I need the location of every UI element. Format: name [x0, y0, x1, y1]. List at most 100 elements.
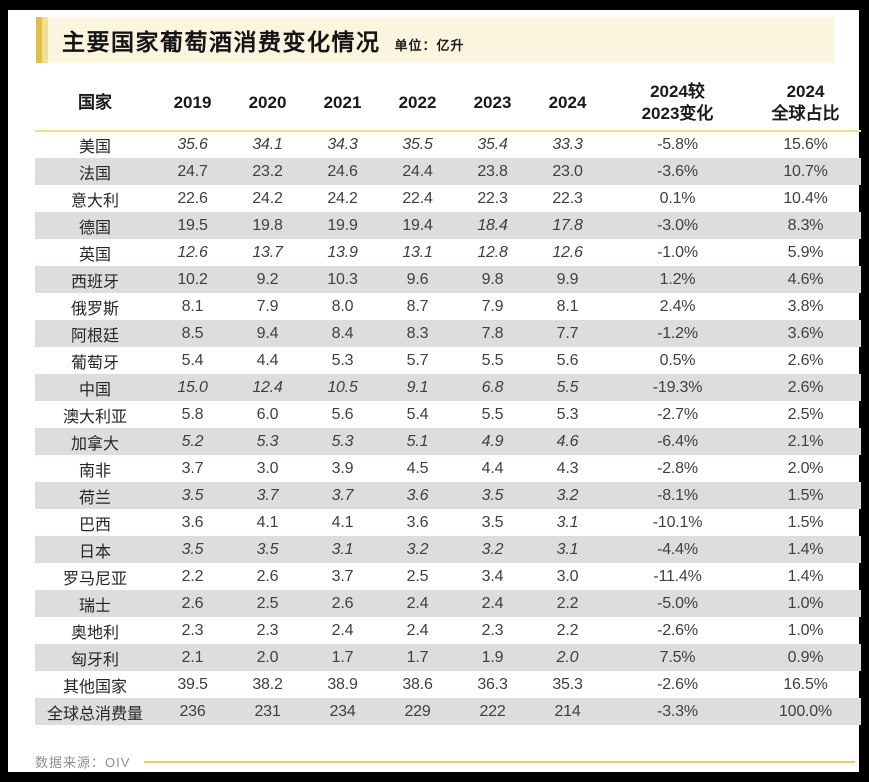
- value-cell-2020: 7.9: [256, 297, 279, 315]
- value-cell-2022: 229: [404, 702, 431, 720]
- table-row: 瑞士 2.6 2.5 2.6 2.4 2.4 2.2 -5.0% 1.0%: [35, 590, 861, 617]
- value-cell-2023: 36.3: [477, 675, 508, 693]
- share-cell: 2.6%: [787, 378, 824, 396]
- value-cell-2022: 13.1: [402, 243, 433, 261]
- value-cell-2020: 3.0: [256, 459, 279, 477]
- table-row: 意大利 22.6 24.2 24.2 22.4 22.3 22.3 0.1% 1…: [35, 185, 861, 212]
- accent-bar-light: [42, 17, 48, 63]
- share-cell: 0.9%: [787, 648, 824, 666]
- value-cell-2022: 3.6: [406, 513, 429, 531]
- share-cell: 3.6%: [787, 324, 824, 342]
- value-cell-2021: 10.5: [327, 378, 358, 396]
- value-cell-2020: 231: [254, 702, 281, 720]
- share-cell: 10.4%: [783, 189, 828, 207]
- value-cell-2023: 35.4: [477, 136, 508, 153]
- value-cell-2023: 2.4: [481, 594, 504, 612]
- change-cell: 7.5%: [659, 648, 696, 666]
- value-cell-2023: 7.8: [481, 324, 504, 342]
- value-cell-2024: 4.6: [556, 432, 579, 450]
- value-cell-2020: 2.0: [256, 648, 279, 666]
- table-row: 加拿大 5.2 5.3 5.3 5.1 4.9 4.6 -6.4% 2.1%: [35, 428, 861, 455]
- value-cell-2024: 3.1: [556, 540, 579, 558]
- table-row: 其他国家 39.5 38.2 38.9 38.6 36.3 35.3 -2.6%…: [35, 671, 861, 698]
- value-cell-2023: 23.8: [477, 162, 508, 180]
- country-cell: 荷兰: [78, 489, 111, 507]
- col-header-2023: 2023: [455, 75, 530, 132]
- value-cell-2022: 19.4: [402, 216, 433, 234]
- share-cell: 3.8%: [787, 297, 824, 315]
- value-cell-2024: 17.8: [552, 216, 583, 234]
- table-row: 美国 35.6 34.1 34.3 35.5 35.4 33.3 -5.8% 1…: [35, 131, 861, 158]
- page-title: 主要国家葡萄酒消费变化情况: [62, 29, 381, 55]
- country-cell: 美国: [78, 139, 111, 156]
- table-row: 匈牙利 2.1 2.0 1.7 1.7 1.9 2.0 7.5% 0.9%: [35, 644, 861, 671]
- value-cell-2022: 5.4: [406, 405, 429, 423]
- country-cell: 意大利: [70, 192, 119, 210]
- table-row: 南非 3.7 3.0 3.9 4.5 4.4 4.3 -2.8% 2.0%: [35, 455, 861, 482]
- table-row: 俄罗斯 8.1 7.9 8.0 8.7 7.9 8.1 2.4% 3.8%: [35, 293, 861, 320]
- value-cell-2024: 2.0: [556, 648, 579, 666]
- value-cell-2021: 8.0: [331, 297, 354, 315]
- value-cell-2021: 3.7: [331, 486, 354, 504]
- value-cell-2021: 5.6: [331, 405, 354, 423]
- value-cell-2023: 2.3: [481, 621, 504, 639]
- change-cell: -8.1%: [657, 486, 698, 504]
- value-cell-2022: 24.4: [402, 162, 433, 180]
- value-cell-2019: 3.7: [181, 459, 204, 477]
- value-cell-2022: 5.1: [406, 432, 429, 450]
- value-cell-2020: 2.5: [256, 594, 279, 612]
- value-cell-2024: 22.3: [552, 189, 583, 207]
- change-cell: -19.3%: [652, 378, 703, 396]
- value-cell-2019: 35.6: [177, 136, 208, 153]
- value-cell-2021: 24.2: [327, 189, 358, 207]
- value-cell-2021: 1.7: [331, 648, 354, 666]
- table-row: 澳大利亚 5.8 6.0 5.6 5.4 5.5 5.3 -2.7% 2.5%: [35, 401, 861, 428]
- country-cell: 日本: [78, 543, 111, 561]
- value-cell-2020: 9.2: [256, 270, 279, 288]
- share-cell: 1.0%: [787, 594, 824, 612]
- value-cell-2023: 5.5: [481, 351, 504, 369]
- table-header: 国家 2019 2020 2021 2022 2023 2024 2024较 2…: [35, 75, 861, 132]
- table-row: 德国 19.5 19.8 19.9 19.4 18.4 17.8 -3.0% 8…: [35, 212, 861, 239]
- consumption-table-wrap: 国家 2019 2020 2021 2022 2023 2024 2024较 2…: [35, 75, 861, 725]
- value-cell-2021: 4.1: [331, 513, 354, 531]
- change-cell: -3.6%: [657, 162, 698, 180]
- value-cell-2019: 12.6: [177, 243, 208, 261]
- value-cell-2024: 3.0: [556, 567, 579, 585]
- value-cell-2023: 3.2: [481, 540, 504, 558]
- value-cell-2019: 5.4: [181, 351, 204, 369]
- table-row: 荷兰 3.5 3.7 3.7 3.6 3.5 3.2 -8.1% 1.5%: [35, 482, 861, 509]
- change-cell: 0.1%: [659, 189, 696, 207]
- value-cell-2020: 9.4: [256, 324, 279, 342]
- value-cell-2019: 8.1: [181, 297, 204, 315]
- value-cell-2020: 24.2: [252, 189, 283, 207]
- value-cell-2023: 7.9: [481, 297, 504, 315]
- share-cell: 1.0%: [787, 621, 824, 639]
- value-cell-2021: 24.6: [327, 162, 358, 180]
- col-header-country: 国家: [35, 75, 155, 132]
- share-cell: 8.3%: [787, 216, 824, 234]
- value-cell-2024: 2.2: [556, 621, 579, 639]
- value-cell-2024: 2.2: [556, 594, 579, 612]
- header-row: 国家 2019 2020 2021 2022 2023 2024 2024较 2…: [35, 75, 861, 132]
- consumption-table: 国家 2019 2020 2021 2022 2023 2024 2024较 2…: [35, 75, 861, 725]
- change-cell: -3.0%: [657, 216, 698, 234]
- table-row: 日本 3.5 3.5 3.1 3.2 3.2 3.1 -4.4% 1.4%: [35, 536, 861, 563]
- table-row: 英国 12.6 13.7 13.9 13.1 12.8 12.6 -1.0% 5…: [35, 239, 861, 266]
- value-cell-2021: 3.7: [331, 567, 354, 585]
- value-cell-2023: 1.9: [481, 648, 504, 666]
- footer: 数据来源：OIV: [35, 752, 855, 771]
- share-cell: 2.1%: [787, 432, 824, 450]
- value-cell-2023: 6.8: [481, 378, 504, 396]
- col-header-global-share: 2024 全球占比: [750, 75, 861, 132]
- value-cell-2023: 3.5: [481, 513, 504, 531]
- change-cell: -11.4%: [653, 567, 702, 585]
- value-cell-2024: 8.1: [556, 297, 579, 315]
- share-cell: 1.4%: [787, 540, 824, 558]
- value-cell-2024: 7.7: [556, 324, 579, 342]
- value-cell-2022: 22.4: [402, 189, 433, 207]
- table-row: 全球总消费量 236 231 234 229 222 214 -3.3% 100…: [35, 698, 861, 725]
- value-cell-2020: 2.3: [256, 621, 279, 639]
- value-cell-2021: 2.6: [331, 594, 354, 612]
- value-cell-2020: 13.7: [252, 243, 283, 261]
